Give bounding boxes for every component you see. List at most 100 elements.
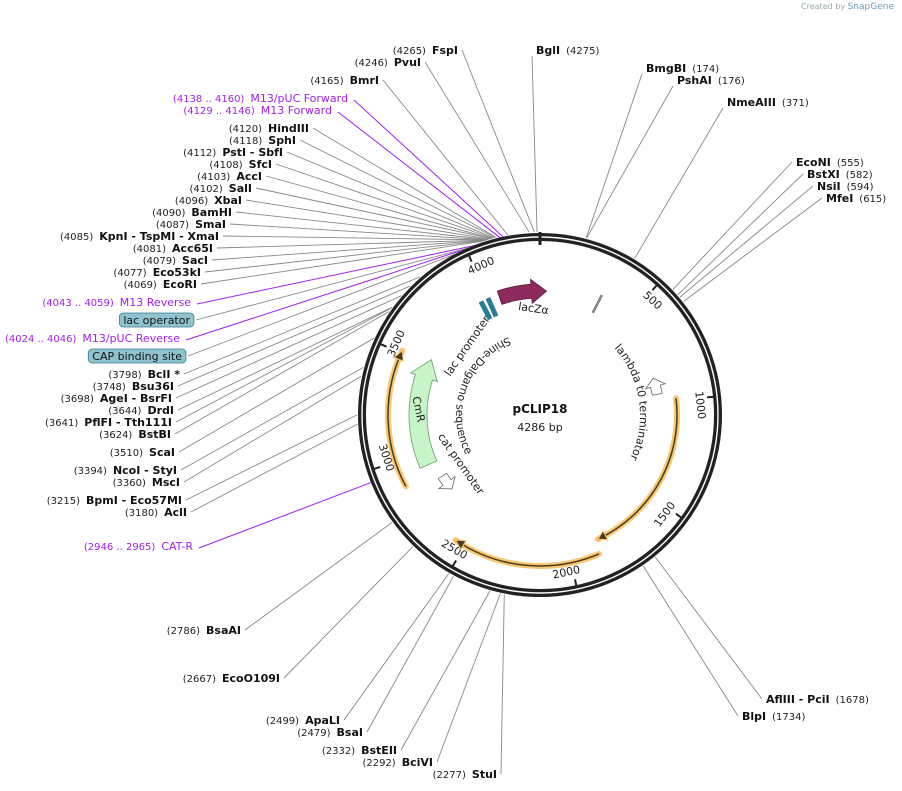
site-line — [175, 307, 392, 423]
primer-m13-puc-reverse[interactable]: (4024 .. 4046) M13/pUC Reverse — [5, 332, 180, 345]
site-label-sali[interactable]: (4102) SalI — [190, 182, 252, 195]
lambda-t0-text: lambda t0 terminator — [612, 341, 650, 463]
lambda-t0-terminator-arrow[interactable] — [644, 377, 667, 396]
site-label-nsii[interactable]: NsiI (594) — [817, 180, 874, 193]
site-label-apali[interactable]: (2499) ApaLI — [266, 714, 340, 727]
svg-text:(3644)DrdI: (3644) DrdI — [108, 404, 174, 417]
cmr-arrow[interactable] — [408, 358, 438, 469]
site-label-ncoi[interactable]: (3394) NcoI - StyI — [74, 464, 177, 477]
site-lines — [174, 49, 823, 775]
primer-m13-puc-forward[interactable]: (4138 .. 4160) M13/pUC Forward — [173, 92, 348, 105]
svg-text:(4246)PvuI: (4246) PvuI — [355, 56, 421, 69]
orange-feature-3[interactable] — [385, 347, 409, 490]
primer-m13-forward[interactable]: (4129 .. 4146) M13 Forward — [183, 104, 332, 117]
svg-text:(2667)EcoO109I: (2667) EcoO109I — [183, 672, 280, 685]
site-line — [312, 127, 497, 238]
site-label-sphi[interactable]: (4118) SphI — [229, 134, 296, 147]
site-label-bsaai[interactable]: (2786) BsaAI — [167, 624, 241, 637]
lacza-arrow[interactable] — [496, 278, 548, 305]
site-label-saci[interactable]: (4079) SacI — [143, 254, 208, 267]
site-label-bmri[interactable]: (4165) BmrI — [310, 74, 379, 87]
site-line — [190, 423, 358, 513]
site-label-acci[interactable]: (4103) AccI — [197, 170, 262, 183]
primer-line — [196, 244, 479, 305]
site-label-ecori[interactable]: (4069) EcoRI — [124, 278, 197, 291]
lac-promoter-block[interactable] — [478, 300, 493, 321]
site-label-kpni[interactable]: (4085) KpnI - TspMI - XmaI — [60, 230, 219, 243]
svg-text:(3394)NcoI - StyI: (3394) NcoI - StyI — [74, 464, 177, 477]
svg-text:(4069)EcoRI: (4069) EcoRI — [124, 278, 197, 291]
svg-text:(4043 .. 4059)M13 Reverse: (4043 .. 4059) M13 Reverse — [42, 296, 191, 309]
site-label-pvui[interactable]: (4246) PvuI — [355, 56, 421, 69]
cat-promoter-arrow[interactable] — [437, 472, 456, 490]
tick-label: 1000 — [692, 391, 708, 420]
site-label-smai[interactable]: (4087) SmaI — [156, 218, 226, 231]
svg-text:NsiI(594): NsiI (594) — [817, 180, 874, 193]
site-label-hindiii[interactable]: (4120) HindIII — [229, 122, 309, 135]
site-label-blpi[interactable]: BlpI (1734) — [742, 710, 805, 723]
site-line — [200, 240, 483, 285]
svg-text:(4079)SacI: (4079) SacI — [143, 254, 208, 267]
site-label-bstbi[interactable]: (3624) BstBI — [99, 428, 171, 441]
site-label-bgli[interactable]: BglI (4275) — [536, 44, 599, 57]
site-label-fspi[interactable]: (4265) FspI — [393, 44, 458, 57]
site-label-bsai[interactable]: (2479) BsaI — [297, 726, 363, 739]
site-label-bstxi[interactable]: BstXI (582) — [807, 168, 873, 181]
site-line — [211, 239, 486, 261]
lac-operator-block[interactable] — [485, 297, 499, 318]
site-label-bamhi[interactable]: (4090) BamHI — [152, 206, 232, 219]
site-label-bpmi[interactable]: (3215) BpmI - Eco57MI — [47, 494, 182, 507]
svg-text:(3641)PflFI - Tth111I: (3641) PflFI - Tth111I — [45, 416, 172, 429]
site-line — [424, 61, 530, 233]
cmr-label: CmR — [409, 395, 427, 424]
site-label-xbai[interactable]: (4096) XbaI — [175, 194, 242, 207]
site-label-econi[interactable]: EcoNI (555) — [796, 156, 864, 169]
svg-text:(2292)BciVI: (2292) BciVI — [362, 756, 433, 769]
site-label-msci[interactable]: (3360) MscI — [113, 476, 180, 489]
site-label-pshai[interactable]: PshAI (176) — [677, 74, 745, 87]
site-label-bsteii[interactable]: (2332) BstEII — [322, 744, 397, 757]
svg-text:(2946 .. 2965)CAT-R: (2946 .. 2965) CAT-R — [84, 540, 193, 553]
site-label-sfci[interactable]: (4108) SfcI — [209, 158, 272, 171]
shine-dalgarno-mark[interactable] — [592, 295, 603, 314]
site-label-scai[interactable]: (3510) ScaI — [110, 446, 175, 459]
site-line — [183, 375, 362, 483]
site-label-eco53ki[interactable]: (4077) Eco53kI — [113, 266, 201, 279]
site-label-psti[interactable]: (4112) PstI - SbfI — [183, 146, 283, 159]
orange-feature-2[interactable] — [452, 537, 602, 569]
svg-text:(4103)AccI: (4103) AccI — [197, 170, 262, 183]
site-label-ecoo109i[interactable]: (2667) EcoO109I — [183, 672, 280, 685]
site-label-drdi[interactable]: (3644) DrdI — [108, 404, 174, 417]
svg-text:(4108)SfcI: (4108) SfcI — [209, 158, 272, 171]
site-label-bcli[interactable]: (3798) BclI * — [108, 368, 180, 381]
shine-dalgarno-mark[interactable] — [591, 294, 602, 313]
site-label-stui[interactable]: (2277) StuI — [433, 768, 497, 781]
site-label-bcivi[interactable]: (2292) BciVI — [362, 756, 433, 769]
primer-m13-reverse[interactable]: (4043 .. 4059) M13 Reverse — [42, 296, 191, 309]
site-label-pflfi[interactable]: (3641) PflFI - Tth111I — [45, 416, 172, 429]
site-label-bmgbi[interactable]: BmgBI (174) — [646, 62, 719, 75]
svg-text:(4129 .. 4146)M13 Forward: (4129 .. 4146) M13 Forward — [183, 104, 332, 117]
site-label-acli[interactable]: (3180) AclI — [125, 506, 187, 519]
site-line — [204, 240, 485, 273]
feature-lac-operator[interactable]: lac operator — [118, 312, 195, 328]
svg-text:BmgBI(174): BmgBI (174) — [646, 62, 719, 75]
site-label-mfei[interactable]: MfeI (615) — [826, 192, 886, 205]
svg-text:(2479)BsaI: (2479) BsaI — [297, 726, 363, 739]
site-label-acc65i[interactable]: (4081) Acc65I — [133, 242, 213, 255]
site-line — [585, 73, 643, 239]
orange-feature-1[interactable] — [594, 395, 680, 543]
site-line — [672, 161, 793, 290]
plasmid-name: pCLIP18 — [512, 402, 567, 416]
site-label-nmeaiii[interactable]: NmeAIII (371) — [727, 96, 809, 109]
svg-text:(4138 .. 4160)M13/pUC Forward: (4138 .. 4160) M13/pUC Forward — [173, 92, 348, 105]
site-label-afliii[interactable]: AflIII - PciI (1678) — [766, 693, 869, 706]
site-label-agei[interactable]: (3698) AgeI - BsrFI — [61, 392, 172, 405]
primer-cat-r[interactable]: (2946 .. 2965) CAT-R — [84, 540, 193, 553]
svg-text:(3624)BstBI: (3624) BstBI — [99, 428, 171, 441]
site-label-bsu36i[interactable]: (3748) Bsu36I — [93, 380, 174, 393]
svg-text:(4165)BmrI: (4165) BmrI — [310, 74, 379, 87]
feature-CAP-binding-site[interactable]: CAP binding site — [87, 348, 187, 364]
svg-text:(3180)AclI: (3180) AclI — [125, 506, 187, 519]
